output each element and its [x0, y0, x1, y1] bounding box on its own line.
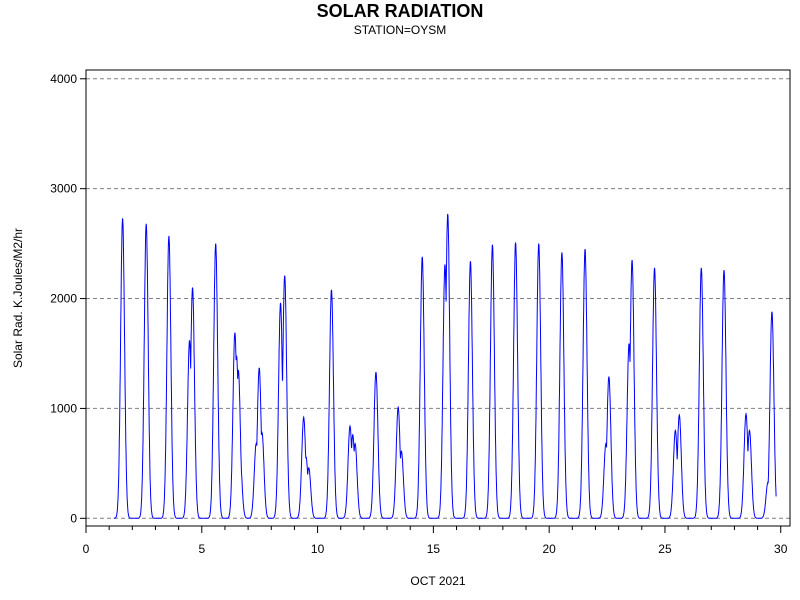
- chart-subtitle: STATION=OYSM: [353, 23, 447, 37]
- series-layer: [113, 213, 777, 519]
- x-axis: 0 5 10 15 20 25 30: [83, 526, 788, 556]
- y-tick-label-3000: 3000: [50, 182, 77, 196]
- y-axis-label: Solar Rad. K.Joules/M2/hr: [11, 228, 25, 368]
- y-tick-label-1000: 1000: [50, 401, 77, 415]
- y-tick-label-4000: 4000: [50, 72, 77, 86]
- y-tick-label-0: 0: [70, 511, 77, 525]
- x-tick-label-5: 5: [198, 542, 205, 556]
- x-axis-label: OCT 2021: [410, 574, 465, 588]
- x-tick-label-20: 20: [542, 542, 556, 556]
- x-tick-label-30: 30: [774, 542, 788, 556]
- y-tick-label-2000: 2000: [50, 292, 77, 306]
- x-tick-label-0: 0: [83, 542, 90, 556]
- x-tick-label-10: 10: [311, 542, 325, 556]
- chart-title: SOLAR RADIATION: [316, 1, 484, 21]
- solar-radiation-line: [113, 213, 777, 519]
- x-tick-label-15: 15: [427, 542, 441, 556]
- plot-frame: [85, 69, 791, 527]
- x-tick-label-25: 25: [658, 542, 672, 556]
- y-axis: 0 1000 2000 3000 4000: [50, 72, 86, 525]
